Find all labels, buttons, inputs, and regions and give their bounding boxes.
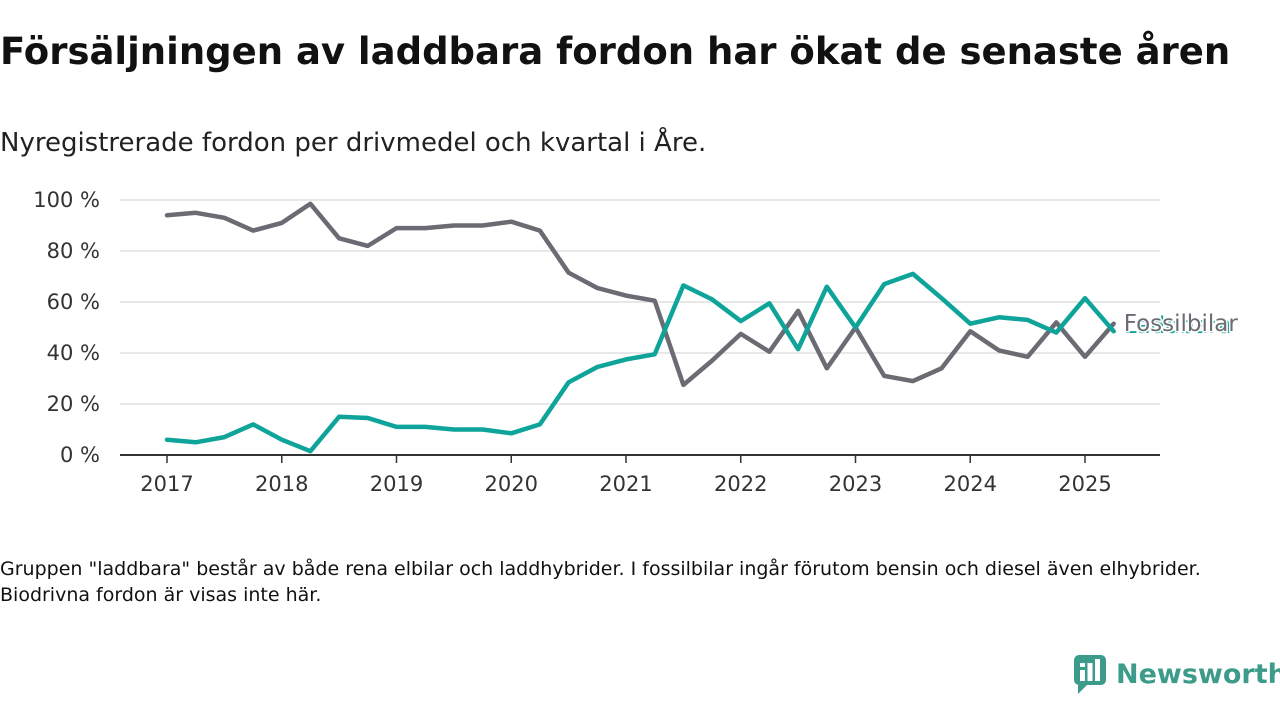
series-line-fossilbilar (164, 201, 1116, 388)
y-axis-ticks: 0 % 20 % 40 % 60 % 80 % 100 % (33, 188, 100, 467)
chart-subtitle: Nyregistrerade fordon per drivmedel och … (0, 128, 707, 158)
x-tick-label: 2018 (255, 472, 308, 496)
chart-title: Försäljningen av laddbara fordon har öka… (0, 30, 1231, 73)
footnote: Gruppen "laddbara" består av både rena e… (0, 558, 1201, 606)
x-tick-label: 2020 (485, 472, 538, 496)
series-line-laddbara (164, 271, 1116, 454)
x-tick-label: 2017 (140, 472, 193, 496)
series-label-laddbara: Laddbara (1124, 313, 1232, 339)
y-tick-label: 100 % (33, 188, 100, 212)
y-tick-label: 0 % (60, 443, 100, 467)
x-tick-label: 2019 (370, 472, 423, 496)
gridlines (120, 199, 1160, 456)
y-tick-label: 60 % (47, 290, 100, 314)
newsworthy-logo-icon (1074, 655, 1106, 694)
series-label-fossilbilar: Fossilbilar (1124, 311, 1239, 337)
x-tick-label: 2025 (1058, 472, 1111, 496)
y-tick-label: 40 % (47, 341, 100, 365)
x-tick-label: 2023 (829, 472, 882, 496)
line-chart: 0 % 20 % 40 % 60 % 80 % 100 % 2017 2018 2019 202… (33, 188, 1240, 496)
x-tick-label: 2022 (714, 472, 767, 496)
x-tick-label: 2024 (944, 472, 997, 496)
y-tick-label: 20 % (47, 392, 100, 416)
x-tick-label: 2021 (599, 472, 652, 496)
series-lines (164, 201, 1116, 454)
y-tick-label: 80 % (47, 239, 100, 263)
brand-name: Newsworthy (1116, 658, 1280, 690)
brand[interactable]: Newsworthy (1072, 652, 1280, 696)
x-axis-ticks: 2017 2018 2019 2020 2021 2022 2023 2024 2025 (140, 455, 1112, 496)
